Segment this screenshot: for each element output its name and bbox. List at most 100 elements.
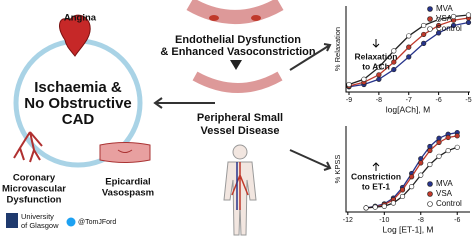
- legend-label: MVA: [436, 179, 453, 188]
- data-point: [346, 81, 352, 88]
- data-point: [445, 134, 451, 141]
- data-point: [376, 64, 382, 70]
- cell-icon: [251, 15, 261, 21]
- legend-label: Control: [436, 24, 462, 33]
- arrow: [230, 60, 242, 70]
- heart-icon: [59, 14, 91, 57]
- y-axis-label: % Relaxation: [333, 27, 342, 71]
- data-point: [450, 22, 457, 29]
- label: Coronary: [13, 173, 56, 184]
- annotation: Relaxation: [355, 51, 398, 61]
- x-tick-label: -12: [343, 217, 353, 224]
- microvessel-icon: [13, 131, 43, 163]
- label: Microvascular: [2, 184, 66, 195]
- x-tick-label: -9: [346, 97, 352, 104]
- data-point: [399, 187, 406, 193]
- data-point: [390, 200, 397, 206]
- data-point: [409, 174, 415, 180]
- data-point: [421, 31, 427, 38]
- x-axis-label: Log [ET-1], M: [382, 224, 433, 234]
- data-point: [406, 44, 412, 50]
- x-axis-label: log[ACh], M: [386, 104, 430, 114]
- arrow: [289, 43, 332, 71]
- data-point: [381, 203, 387, 209]
- heading: Endothelial Dysfunction: [175, 34, 301, 46]
- x-tick-label: -6: [454, 217, 460, 224]
- data-point: [436, 153, 442, 159]
- legend-marker: [427, 191, 433, 197]
- data-point: [391, 59, 397, 65]
- legend-marker: [427, 181, 433, 187]
- data-point: [372, 204, 378, 210]
- data-point: [406, 33, 412, 39]
- data-point: [421, 22, 427, 29]
- legend-label: VSA: [436, 189, 453, 198]
- legend-marker: [427, 26, 433, 32]
- axis: [345, 6, 470, 93]
- legend-marker: [427, 201, 433, 207]
- cell-icon: [209, 15, 219, 21]
- y-axis-label: % KPSS: [333, 155, 342, 184]
- center-title: CAD: [62, 111, 95, 128]
- center-title: No Obstructive: [24, 95, 132, 112]
- center-title: Ischaemia &: [34, 79, 122, 96]
- data-point: [436, 16, 442, 23]
- data-point: [421, 40, 427, 46]
- data-point: [409, 184, 415, 190]
- legend-label: Control: [436, 199, 462, 208]
- logo-text: of Glasgow: [21, 221, 59, 230]
- arrow: [289, 149, 332, 171]
- data-point: [363, 205, 369, 211]
- x-tick-label: -7: [406, 97, 412, 104]
- data-point: [391, 48, 397, 54]
- legend-label: MVA: [436, 4, 453, 13]
- heading: Peripheral Small: [197, 112, 283, 124]
- data-point: [361, 76, 367, 82]
- arrow: [153, 97, 215, 109]
- logo-text: University: [21, 212, 54, 221]
- x-tick-label: -6: [436, 97, 442, 104]
- data-point: [376, 76, 382, 82]
- legend-marker: [427, 6, 433, 12]
- label: Dysfunction: [7, 195, 62, 206]
- data-point: [418, 160, 424, 166]
- vessel-icon: [192, 71, 283, 93]
- data-point: [427, 147, 433, 154]
- annotation: to ET-1: [362, 181, 391, 191]
- data-point: [436, 139, 442, 145]
- logo-icon: [6, 213, 18, 228]
- data-point: [427, 161, 433, 168]
- data-point: [445, 147, 451, 154]
- data-point: [465, 12, 472, 18]
- vessel-icon: [117, 149, 133, 153]
- data-point: [399, 193, 406, 200]
- data-point: [454, 133, 460, 139]
- data-point: [418, 172, 424, 178]
- data-point: [454, 144, 460, 150]
- heading: Vessel Disease: [201, 125, 280, 137]
- legend-marker: [427, 16, 433, 22]
- data-point: [465, 19, 472, 26]
- x-tick-label: -8: [418, 217, 424, 224]
- vessel-icon: [186, 0, 284, 24]
- x-tick-label: -10: [379, 217, 389, 224]
- annotation: Constriction: [351, 171, 401, 181]
- label: Vasospasm: [102, 188, 154, 199]
- axis: [345, 126, 470, 213]
- label: Angina: [64, 13, 97, 24]
- data-point: [436, 30, 442, 36]
- annotation: to ACh: [362, 61, 390, 71]
- annotation-arrow: [372, 162, 380, 171]
- heading: & Enhanced Vasoconstriction: [160, 46, 316, 58]
- data-point: [436, 22, 442, 29]
- handle: @TomJFord: [78, 219, 116, 226]
- x-tick-label: -8: [376, 97, 382, 104]
- data-point: [391, 66, 397, 73]
- twitter-icon: [66, 217, 76, 227]
- body-icon: [231, 162, 249, 210]
- data-point: [406, 54, 412, 60]
- x-tick-label: -5: [465, 97, 471, 104]
- data-point: [376, 72, 382, 78]
